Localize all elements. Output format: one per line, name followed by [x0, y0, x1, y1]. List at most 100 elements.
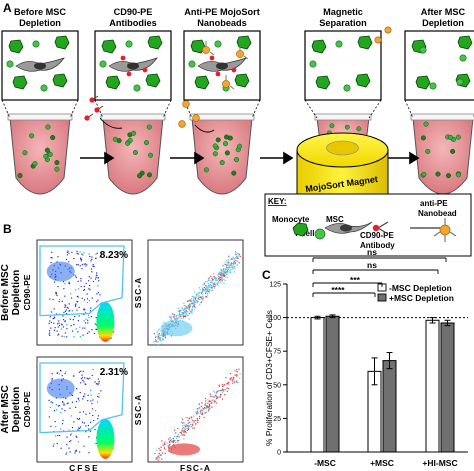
antibody-icon	[120, 55, 126, 61]
c-x-tick-label: +HI-MSC	[422, 458, 457, 468]
tube-icon	[189, 113, 255, 195]
c-y-tick-label: 125	[269, 282, 281, 289]
monocyte-icon	[415, 75, 431, 90]
tube-icon	[100, 113, 166, 195]
tcell-icon	[335, 40, 343, 48]
cd90-gate	[39, 362, 125, 434]
monocyte-icon	[101, 39, 117, 54]
antibody-icon	[126, 71, 132, 77]
row-label-line1: Before MSC	[0, 264, 11, 321]
tcell-icon	[125, 40, 133, 48]
tcell-icon	[214, 40, 222, 48]
monocyte-icon	[355, 73, 371, 88]
nanobead-icon	[182, 100, 190, 108]
antibody-icon	[215, 71, 221, 77]
cd90-gate	[39, 245, 125, 317]
step-cells	[188, 35, 252, 92]
c-x-tick-label: -MSC	[314, 458, 336, 468]
monocyte-icon	[311, 39, 327, 54]
step-title-line2: Depletion	[19, 18, 61, 28]
antibody-icon	[89, 97, 95, 103]
step-cells	[6, 35, 70, 92]
workflow-steps: Before MSCDepletionCD90-PEAntibodiesAnti…	[1, 7, 474, 195]
cfse-axis-label: CFSE	[69, 463, 100, 471]
nanobead-icon	[192, 114, 200, 122]
c-y-tick-label: 100	[269, 315, 281, 322]
tcell-icon	[343, 84, 351, 92]
key-msc-icon	[324, 221, 373, 234]
nanobead-icon	[374, 36, 382, 44]
row-label-line2: Depletion	[11, 270, 22, 316]
ssc-fsc-plot: SSC-A FSC-A	[133, 356, 244, 471]
step-cells	[309, 35, 373, 92]
monocyte-icon	[145, 73, 161, 88]
cd90-axis-label: CD90-PE	[22, 391, 32, 427]
monocyte-icon	[52, 73, 68, 88]
step-title-line1: Magnetic	[323, 7, 363, 17]
added-reagents	[84, 26, 392, 133]
c-significance-label: ns	[367, 247, 377, 257]
tcell-icon	[459, 54, 467, 62]
monocyte-icon	[105, 75, 121, 90]
step-title-line1: Anti-PE MojoSort	[184, 7, 260, 17]
nanobead-icon	[236, 45, 249, 60]
c-category-group: +HI-MSC	[422, 317, 458, 468]
c-y-tick-label: 75	[273, 349, 281, 356]
key-antibody-label-1: CD90-PE	[360, 231, 394, 240]
step-title-line2: Antibodies	[109, 18, 156, 28]
tcell-icon	[6, 60, 14, 68]
c-legend: -MSC Depletion+MSC Depletion	[377, 283, 454, 303]
gate-percent: 8.23%	[100, 250, 128, 261]
panel-b-letter: B	[3, 222, 12, 236]
c-legend-swatch	[377, 293, 387, 302]
c-significance-label: ****	[331, 285, 345, 295]
row-label-line1: After MSC	[0, 385, 11, 433]
monocyte-icon	[190, 39, 206, 54]
tcell-icon	[188, 60, 196, 68]
key-antibody-icon	[372, 221, 389, 235]
nanobead-icon	[178, 120, 186, 128]
c-significance-label: ***	[350, 275, 361, 285]
tcell-icon	[40, 84, 48, 92]
tube-icon	[7, 113, 73, 195]
c-y-tick-label: 0	[277, 450, 281, 457]
gate-percent: 2.31%	[100, 367, 128, 378]
monocyte-icon	[457, 35, 473, 50]
monocyte-icon	[8, 39, 24, 54]
panel-c-letter: C	[262, 268, 271, 282]
monocyte-icon	[357, 35, 373, 50]
legend-key-box: KEY: Monocyte MSC T cell CD90-PE Antibod…	[264, 193, 472, 257]
panel-a-letter: A	[3, 1, 12, 15]
monocyte-icon	[54, 35, 70, 50]
nanobead-icon	[222, 75, 235, 90]
cd90-cfse-plot: CD90-PE 8.23%	[22, 239, 133, 346]
tcell-icon	[133, 84, 141, 92]
antibody-icon	[209, 55, 215, 61]
c-bar-plus-depletion	[325, 315, 340, 453]
c-significance-label: ns	[367, 260, 377, 270]
row-label-line2: Depletion	[11, 387, 22, 433]
step-title-line2: Separation	[319, 18, 367, 28]
key-monocyte-icon	[292, 222, 309, 237]
c-bar-minus-depletion	[425, 319, 440, 453]
cd90-cfse-plot: CD90-PE CFSE 2.31%	[22, 356, 133, 471]
ssc-fsc-plot: SSC-A	[133, 239, 244, 346]
c-category-group: +MSC	[367, 352, 397, 468]
tcell-icon	[99, 60, 107, 68]
c-category-group: -MSC	[310, 314, 340, 468]
ssc-axis-label: SSC-A	[133, 394, 143, 425]
nanobead-icon	[202, 41, 215, 56]
flow-cytometry-plots: Before MSC Depletion CD90-PE8.23%SSC-AAfte…	[0, 239, 244, 471]
step-title-line2: Depletion	[422, 18, 464, 28]
tcell-icon	[419, 46, 427, 54]
ssc-axis-label: SSC-A	[133, 277, 143, 308]
step-title-line1: Before MSC	[14, 7, 66, 17]
key-antibody-label-2: Antibody	[360, 241, 395, 250]
